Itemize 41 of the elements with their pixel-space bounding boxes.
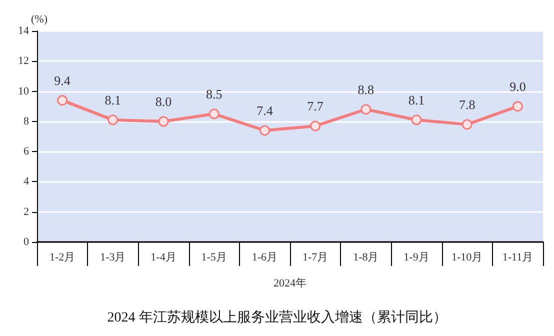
y-tick-label: 6	[24, 146, 30, 158]
point	[158, 116, 169, 127]
point	[310, 120, 321, 132]
y-tick-label: 10	[18, 85, 30, 98]
data-label: 9.0	[510, 79, 526, 94]
x-tick-label: 1-3月	[100, 252, 126, 264]
data-label: 7.7	[307, 98, 324, 114]
x-tick-label: 1-8月	[353, 252, 379, 264]
x-tick-label: 1-7月	[302, 252, 328, 264]
data-label: 9.4	[54, 73, 71, 88]
point	[512, 101, 523, 112]
point	[462, 119, 472, 130]
y-axis-title: (%)	[31, 14, 48, 26]
y-tick-label: 8	[24, 115, 30, 128]
point	[411, 114, 422, 126]
y-tick-label: 14	[18, 25, 30, 37]
x-tick-label: 1-4月	[150, 252, 176, 264]
data-label: 8.1	[408, 92, 425, 108]
point	[208, 108, 220, 120]
y-tick-label: 12	[18, 55, 29, 68]
y-tick-label: 0	[24, 236, 30, 248]
data-label: 8.5	[206, 86, 222, 102]
point	[360, 104, 372, 115]
point	[259, 125, 270, 136]
x-tick-label: 1-10月	[452, 252, 483, 264]
data-label: 8.8	[358, 82, 374, 98]
point	[108, 114, 118, 126]
x-tick-label: 1-11月	[502, 252, 534, 264]
x-tick-label: 1-9月	[404, 252, 430, 264]
x-tick-label: 1-6月	[252, 252, 278, 264]
y-tick-label: 2	[24, 206, 29, 218]
data-label: 7.4	[256, 103, 274, 118]
data-label: 8.0	[155, 94, 172, 110]
x-axis-title: 2024年	[274, 278, 306, 290]
text: 2024 年江苏规模以上服务业营业收入增速（累计同比）	[107, 310, 447, 326]
x-tick-label: 1-5月	[201, 252, 227, 264]
x-tick-label: 1-2月	[49, 252, 76, 264]
point	[57, 95, 68, 106]
data-label: 7.8	[458, 97, 476, 112]
data-label: 8.1	[104, 92, 122, 108]
y-tick-label: 4	[24, 176, 30, 188]
